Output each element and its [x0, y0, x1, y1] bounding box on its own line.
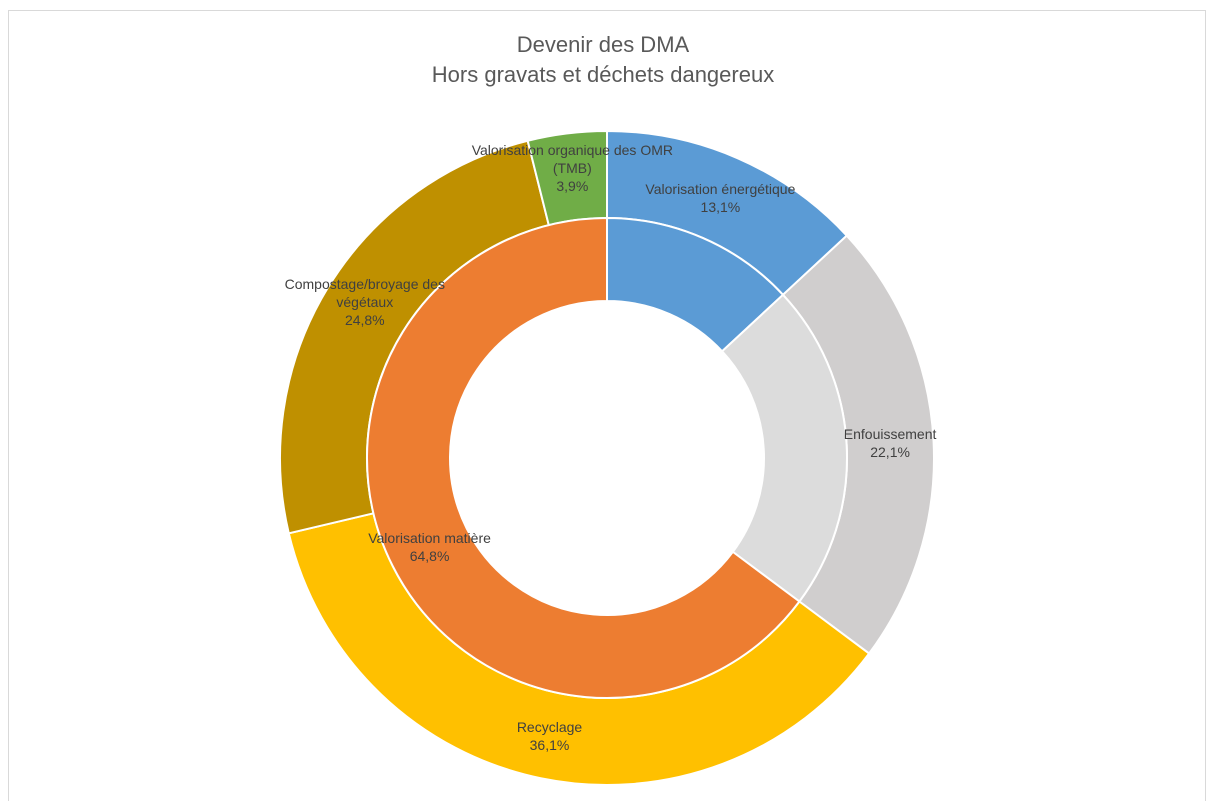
category-label: Enfouissement — [843, 425, 937, 442]
data-label: 36,1% — [529, 736, 570, 753]
chart-subtitle: Hors gravats et déchets dangereux — [431, 62, 775, 87]
data-label: 24,8% — [344, 311, 385, 328]
data-label: 64,8% — [409, 548, 450, 564]
category-label: Compostage/broyage des végétaux — [284, 275, 445, 310]
donut-segment — [366, 216, 801, 699]
data-label: 3,9% — [556, 177, 589, 194]
category-label: Valorisation organique des OMR (TMB) — [471, 141, 673, 176]
category-label: Valorisation énergétique — [645, 181, 796, 198]
donut-segment — [720, 293, 848, 603]
data-label: 13,1% — [700, 199, 741, 216]
data-label: 22,1% — [870, 443, 910, 460]
category-label: Recyclage — [516, 718, 583, 735]
chart-title: Devenir des DMA — [516, 32, 690, 57]
category-label: Valorisation matière — [368, 530, 491, 546]
